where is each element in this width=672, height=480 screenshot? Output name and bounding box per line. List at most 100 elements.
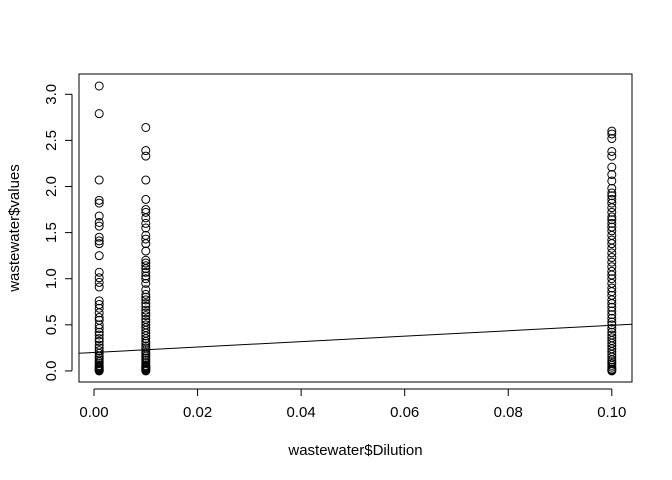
data-point xyxy=(141,274,151,284)
data-point xyxy=(607,239,617,249)
data-point xyxy=(141,258,151,268)
data-point xyxy=(141,299,151,309)
data-point xyxy=(607,218,617,228)
data-point xyxy=(141,234,151,244)
y-tick-label: 0.0 xyxy=(43,361,60,382)
data-point xyxy=(94,303,104,313)
data-point xyxy=(94,277,104,287)
data-point xyxy=(607,248,617,258)
data-point xyxy=(141,146,151,156)
y-tick-label: 1.5 xyxy=(43,222,60,243)
data-point xyxy=(141,264,151,274)
data-point xyxy=(94,312,104,322)
data-point xyxy=(607,126,617,136)
data-point xyxy=(607,198,617,208)
data-point xyxy=(607,129,617,139)
x-tick-label: 0.04 xyxy=(287,404,316,421)
data-point xyxy=(94,366,104,376)
data-point xyxy=(94,282,104,292)
x-tick-label: 0.02 xyxy=(183,404,212,421)
data-point xyxy=(94,232,104,242)
data-point xyxy=(94,211,104,221)
data-point xyxy=(141,271,151,281)
data-point xyxy=(607,324,617,334)
data-point xyxy=(94,320,104,330)
data-point xyxy=(607,257,617,267)
data-point xyxy=(141,213,151,223)
y-tick-label: 0.5 xyxy=(43,314,60,335)
x-tick-label: 0.08 xyxy=(494,404,523,421)
data-point xyxy=(94,239,104,249)
data-point xyxy=(94,217,104,227)
data-point xyxy=(607,253,617,263)
data-point xyxy=(607,183,617,193)
data-point xyxy=(607,188,617,198)
data-point xyxy=(141,267,151,277)
data-point xyxy=(94,273,104,283)
data-point xyxy=(94,336,104,346)
y-axis: 0.0 0.5 1.0 1.5 2.0 2.5 3.0 xyxy=(43,84,73,382)
data-point xyxy=(607,317,617,327)
data-point xyxy=(607,313,617,323)
data-point xyxy=(141,301,151,311)
data-point xyxy=(141,218,151,228)
data-point xyxy=(607,295,617,305)
data-point xyxy=(141,122,151,132)
data-point xyxy=(94,251,104,261)
data-point xyxy=(94,109,104,119)
y-tick-label: 2.5 xyxy=(43,130,60,151)
x-axis-label: wastewater$Dilution xyxy=(287,442,422,459)
data-point xyxy=(607,176,617,186)
data-point xyxy=(607,274,617,284)
data-point xyxy=(141,278,151,288)
data-point xyxy=(141,334,151,344)
data-point xyxy=(607,146,617,156)
data-point xyxy=(141,311,151,321)
data-point xyxy=(94,195,104,205)
data-point xyxy=(141,292,151,302)
data-point xyxy=(607,215,617,225)
data-point xyxy=(94,324,104,334)
data-point xyxy=(607,299,617,309)
data-point xyxy=(141,338,151,348)
data-point xyxy=(607,302,617,312)
y-tick-label: 1.0 xyxy=(43,268,60,289)
data-point xyxy=(141,223,151,233)
data-point xyxy=(94,267,104,277)
data-point xyxy=(141,289,151,299)
regression-line xyxy=(78,323,633,354)
data-point xyxy=(607,310,617,320)
data-point xyxy=(607,134,617,144)
data-point xyxy=(141,366,151,376)
data-point xyxy=(607,349,617,359)
x-tick-label: 0.06 xyxy=(390,404,419,421)
x-axis: 0.00 0.02 0.04 0.06 0.08 0.10 xyxy=(79,388,626,421)
data-points xyxy=(94,81,617,376)
data-point xyxy=(607,283,617,293)
data-point xyxy=(141,151,151,161)
data-point xyxy=(141,305,151,315)
data-point xyxy=(141,207,151,217)
data-point xyxy=(94,198,104,208)
y-tick-label: 2.0 xyxy=(43,176,60,197)
data-point xyxy=(607,278,617,288)
data-point xyxy=(607,162,617,172)
y-tick-label: 3.0 xyxy=(43,84,60,105)
data-point xyxy=(607,226,617,236)
x-tick-label: 0.00 xyxy=(79,404,108,421)
data-point xyxy=(607,366,617,376)
data-point xyxy=(141,308,151,318)
data-point xyxy=(94,327,104,337)
plot-frame xyxy=(78,73,633,383)
data-point xyxy=(94,308,104,318)
y-axis-label: wastewater$values xyxy=(6,164,23,293)
data-point xyxy=(141,194,151,204)
data-point xyxy=(94,236,104,246)
data-point xyxy=(94,330,104,340)
data-point xyxy=(141,246,151,256)
data-point xyxy=(141,261,151,271)
data-point xyxy=(94,81,104,91)
data-point xyxy=(141,175,151,185)
data-point xyxy=(141,239,151,249)
